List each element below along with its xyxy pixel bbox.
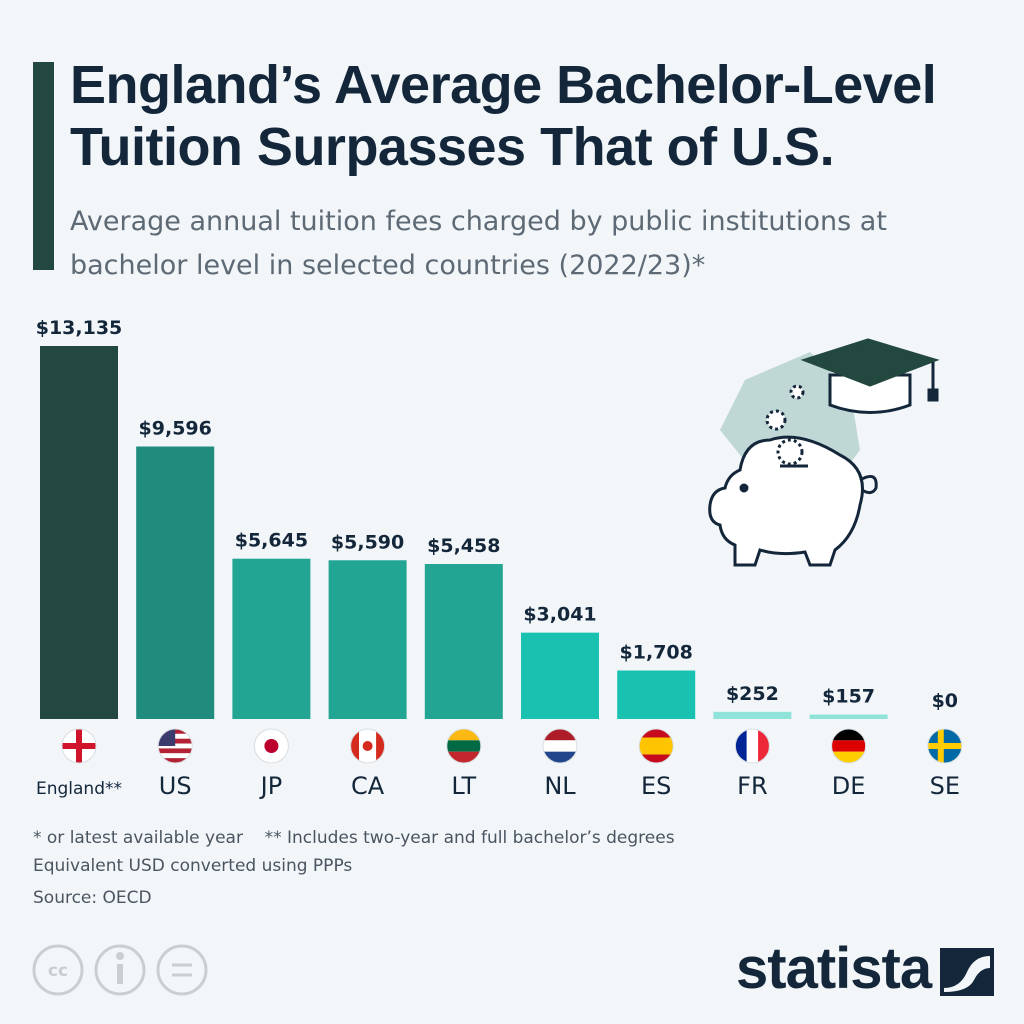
x-tick-label: DE <box>832 772 866 800</box>
license-icons: cc <box>32 944 208 996</box>
flag-part <box>831 740 866 752</box>
flag-art <box>158 729 193 763</box>
value-label: $1,708 <box>620 641 693 663</box>
flag-part <box>831 751 866 763</box>
value-label: $5,645 <box>235 530 308 552</box>
flag-art <box>350 729 385 763</box>
flag <box>61 728 97 764</box>
flag-part <box>158 753 193 759</box>
note: * or latest available year <box>33 828 243 848</box>
brand: statista <box>736 936 932 1001</box>
flag-art <box>735 729 770 763</box>
flag <box>446 728 482 764</box>
flag <box>350 728 386 764</box>
value-label: $5,458 <box>427 535 500 557</box>
note: Equivalent USD converted using PPPs <box>33 856 353 876</box>
value-label: $157 <box>822 686 875 708</box>
chart-title: England’s Average Bachelor-Level Tuition… <box>70 55 937 177</box>
flag-rim <box>927 728 963 764</box>
flag <box>734 728 770 764</box>
flag-part <box>350 729 360 763</box>
svg-text:cc: cc <box>48 961 68 981</box>
flag <box>253 728 289 764</box>
flag-part <box>158 758 193 763</box>
flag-part <box>543 729 577 741</box>
x-tick-label: England** <box>36 779 122 799</box>
flag <box>831 728 867 764</box>
x-tick-label: SE <box>930 772 960 800</box>
flag <box>542 728 578 764</box>
flag-rim <box>157 728 193 764</box>
illustration <box>708 338 940 567</box>
flag-art <box>254 729 289 763</box>
value-label: $5,590 <box>331 531 404 553</box>
note: * or latest available year ** Includes t… <box>33 828 675 848</box>
flag-rim <box>734 728 770 764</box>
flag-part <box>758 729 770 763</box>
flag-rim <box>253 728 289 764</box>
x-tick-label: US <box>159 772 192 800</box>
flag-rim <box>446 728 482 764</box>
flag-part <box>362 741 373 751</box>
flag-rim <box>350 728 386 764</box>
flag-art <box>446 729 481 763</box>
flag-art <box>927 729 962 763</box>
flag-part <box>446 729 481 741</box>
flag-rim <box>542 728 578 764</box>
x-tick-label: CA <box>351 772 385 800</box>
bar <box>328 560 407 719</box>
flag-part <box>543 740 577 752</box>
bar <box>232 558 311 719</box>
flag-art <box>543 729 577 763</box>
flag-art <box>831 729 866 763</box>
flag <box>638 728 674 764</box>
brand-logo <box>940 948 994 996</box>
bar <box>809 714 888 719</box>
bar <box>617 670 696 719</box>
bar <box>521 632 599 719</box>
flag-art <box>639 729 674 763</box>
flag-part <box>446 740 481 752</box>
value-label: $0 <box>932 690 958 712</box>
bar <box>424 564 503 719</box>
flag-part <box>639 737 674 755</box>
bar <box>40 346 118 719</box>
source: Source: OECD <box>33 888 152 908</box>
flag-part <box>158 748 193 754</box>
value-label: $9,596 <box>139 417 212 439</box>
x-tick-label: NL <box>544 772 576 800</box>
flags <box>61 728 963 764</box>
flag-part <box>735 729 747 763</box>
flag-part <box>376 729 385 763</box>
value-label: $3,041 <box>523 604 596 626</box>
flag-art <box>62 729 96 763</box>
x-tick-label: FR <box>737 772 767 800</box>
note: ** Includes two-year and full bachelor’s… <box>264 828 675 848</box>
accent-bar <box>33 62 54 270</box>
flag-part <box>543 751 577 763</box>
x-tick-label: ES <box>641 772 671 800</box>
flag <box>927 728 963 764</box>
bar <box>713 711 792 719</box>
flag <box>157 728 193 764</box>
value-label: $252 <box>726 683 779 705</box>
flag-part <box>62 743 96 749</box>
flag-rim <box>638 728 674 764</box>
flag-part <box>264 739 279 753</box>
x-tick-label: JP <box>259 772 283 800</box>
flag-rim <box>61 728 97 764</box>
flag-rim <box>831 728 867 764</box>
x-tick-label: LT <box>451 772 476 800</box>
chart-subtitle: Average annual tuition fees charged by p… <box>70 206 887 281</box>
bar <box>136 446 215 719</box>
flag-part <box>927 743 962 749</box>
value-label: $13,135 <box>36 317 123 339</box>
flag-part <box>446 751 481 763</box>
flag-part <box>831 729 866 741</box>
flag-part <box>746 729 759 763</box>
